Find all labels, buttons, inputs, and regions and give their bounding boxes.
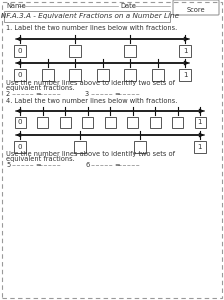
Bar xyxy=(149,117,161,128)
Bar xyxy=(194,141,206,153)
Bar xyxy=(151,69,164,81)
Text: 0: 0 xyxy=(18,72,22,78)
Text: 0: 0 xyxy=(18,119,22,125)
Text: 1: 1 xyxy=(183,72,187,78)
Bar xyxy=(179,69,191,81)
Bar xyxy=(41,69,54,81)
Text: 5: 5 xyxy=(6,162,10,168)
Bar xyxy=(14,141,26,153)
Text: equivalent fractions.: equivalent fractions. xyxy=(6,156,75,162)
Bar xyxy=(194,117,205,128)
Text: 2: 2 xyxy=(6,91,10,97)
Text: =: = xyxy=(35,91,41,97)
Bar xyxy=(82,117,93,128)
Bar xyxy=(179,45,191,57)
Bar xyxy=(14,69,26,81)
Text: =: = xyxy=(35,162,41,168)
Text: Name: Name xyxy=(6,3,26,9)
Text: 0: 0 xyxy=(18,48,22,54)
Text: 1. Label the two number lines below with fractions.: 1. Label the two number lines below with… xyxy=(6,25,177,31)
Text: 1: 1 xyxy=(198,119,202,125)
Text: 1: 1 xyxy=(183,48,187,54)
Bar xyxy=(127,117,138,128)
Bar xyxy=(4,11,170,22)
Text: Use the number lines above to identify two sets of: Use the number lines above to identify t… xyxy=(6,151,175,157)
Text: 0: 0 xyxy=(18,144,22,150)
Text: 4. Label the two number lines below with fractions.: 4. Label the two number lines below with… xyxy=(6,98,177,104)
Text: =: = xyxy=(114,91,119,97)
Text: =: = xyxy=(114,162,119,168)
Bar xyxy=(105,117,116,128)
Bar xyxy=(172,117,183,128)
Bar xyxy=(124,69,136,81)
Text: 6: 6 xyxy=(85,162,89,168)
Bar xyxy=(15,117,26,128)
Bar xyxy=(69,69,81,81)
Bar xyxy=(124,45,136,57)
Text: Use the number lines above to identify two sets of: Use the number lines above to identify t… xyxy=(6,80,175,86)
Text: Date: Date xyxy=(120,3,136,9)
Bar xyxy=(14,45,26,57)
Text: Score: Score xyxy=(187,7,205,13)
Bar xyxy=(134,141,146,153)
Text: 1: 1 xyxy=(198,144,202,150)
Bar xyxy=(97,69,108,81)
Bar xyxy=(37,117,48,128)
Text: 3.NF.A.3.A - Equivalent Fractions on a Number Line: 3.NF.A.3.A - Equivalent Fractions on a N… xyxy=(0,13,180,19)
Bar xyxy=(60,117,71,128)
Bar xyxy=(74,141,86,153)
Text: equivalent fractions.: equivalent fractions. xyxy=(6,85,75,91)
Text: 3: 3 xyxy=(85,91,89,97)
Bar xyxy=(69,45,81,57)
